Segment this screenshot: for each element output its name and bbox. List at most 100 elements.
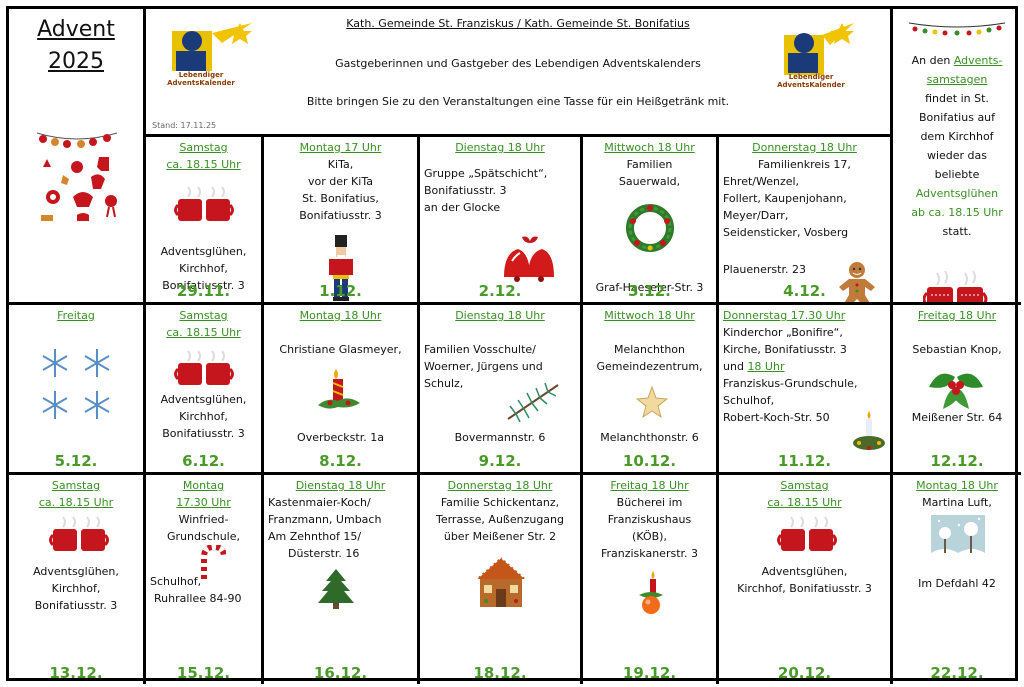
day-cell-11-12: Donnerstag 17.30 Uhr Kinderchor „Bonifir… bbox=[719, 305, 893, 475]
holly-icon bbox=[929, 373, 983, 409]
day-time: 17.30 Uhr bbox=[176, 496, 231, 509]
star-icon bbox=[635, 385, 669, 419]
header-cell: Kath. Gemeinde St. Franziskus / Kath. Ge… bbox=[146, 9, 893, 137]
date-label: 20.12. bbox=[777, 664, 832, 682]
date-label: 29.11. bbox=[176, 282, 231, 300]
date-label: 8.12. bbox=[319, 452, 362, 470]
address: Meißener Str. 64 bbox=[911, 411, 1003, 424]
date-label: 19.12. bbox=[622, 664, 677, 682]
day-head: Freitag 18 Uhr bbox=[610, 479, 689, 492]
day-cell-16-12: Dienstag 18 Uhr Kastenmaier-Koch/ Franzm… bbox=[264, 475, 420, 684]
day-cell-29-11: Samstag ca. 18.15 Uhr Adventsglühen, Kir… bbox=[146, 137, 264, 305]
day-time: ca. 18.15 Uhr bbox=[38, 496, 114, 509]
candle-ornament-icon bbox=[639, 571, 663, 614]
date-label: 10.12. bbox=[622, 452, 677, 470]
header-hosts: Gastgeberinnen und Gastgeber des Lebendi… bbox=[335, 57, 701, 70]
day-cell-9-12: Dienstag 18 Uhr Familien Vosschulte/ Woe… bbox=[420, 305, 583, 475]
nutcracker-icon bbox=[329, 235, 353, 301]
address: Graf-Haeseler-Str. 3 bbox=[595, 281, 704, 294]
day-cell-6-12: Samstag ca. 18.15 Uhr Adventsglühen, Kir… bbox=[146, 305, 264, 475]
logo-right: Lebendiger AdventsKalender bbox=[754, 21, 854, 91]
day-cell-3-12: Mittwoch 18 Uhr Familien Sauerwald, Graf… bbox=[583, 137, 719, 305]
address: Overbeckstr. 1a bbox=[297, 431, 384, 444]
candy-cane-icon bbox=[201, 545, 226, 583]
date-label: 12.12. bbox=[930, 452, 984, 470]
snowflake-icon bbox=[42, 349, 110, 419]
mug-icon bbox=[923, 270, 988, 302]
info-cell: An den Advents- samstagen findet in St. … bbox=[893, 9, 1021, 305]
calendar-grid: Advent 2025 Kath. Gemeinde St. Franzisku… bbox=[6, 6, 1021, 684]
bells-icon bbox=[504, 236, 554, 282]
day-cell-19-12: Freitag 18 Uhr Bücherei im Franziskushau… bbox=[583, 475, 719, 684]
day-cell-1-12: Montag 17 Uhr KiTa, vor der KiTa St. Bon… bbox=[264, 137, 420, 305]
date-label: 3.12. bbox=[628, 282, 671, 300]
gingerbread-icon bbox=[839, 262, 875, 302]
day-cell-22-12: Montag 18 Uhr Martina Luft, Im Defdahl 4… bbox=[893, 475, 1021, 684]
day-time: ca. 18.15 Uhr bbox=[166, 326, 241, 339]
day-cell-13-12: Samstag ca. 18.15 Uhr Adventsglühen, Kir… bbox=[9, 475, 146, 684]
day-head: Mittwoch 18 Uhr bbox=[604, 309, 695, 322]
date-label: 18.12. bbox=[473, 664, 527, 682]
date-label: 9.12. bbox=[478, 452, 522, 470]
day-cell-5-12: Freitag 5.12. bbox=[9, 305, 146, 475]
tree-icon bbox=[318, 569, 354, 609]
mug-icon bbox=[777, 516, 837, 551]
day-head: Donnerstag 17.30 Uhr bbox=[723, 309, 846, 322]
day-cell-10-12: Mittwoch 18 Uhr Melanchthon Gemeindezent… bbox=[583, 305, 719, 475]
gingerbread-house-icon bbox=[475, 555, 527, 607]
date-label: 11.12. bbox=[777, 452, 832, 470]
logo-star-icon bbox=[172, 23, 252, 71]
day-head: Samstag bbox=[51, 479, 101, 492]
day-head: Montag 18 Uhr bbox=[299, 309, 382, 322]
day-head: Samstag bbox=[179, 309, 228, 322]
date-label: 13.12. bbox=[49, 664, 103, 682]
date-label: 4.12. bbox=[783, 282, 826, 300]
day-cell-18-12: Donnerstag 18 Uhr Familie Schickentanz, … bbox=[420, 475, 583, 684]
mug-icon bbox=[49, 516, 109, 551]
day-head: Mittwoch 18 Uhr bbox=[604, 141, 695, 154]
candle-wreath-icon bbox=[853, 411, 885, 450]
header-stand: Stand: 17.11.25 bbox=[152, 121, 217, 130]
day-time: ca. 18.15 Uhr bbox=[767, 496, 842, 509]
day-head: Montag 17 Uhr bbox=[299, 141, 382, 154]
date-label: 15.12. bbox=[176, 664, 231, 682]
address: Im Defdahl 42 bbox=[918, 577, 996, 590]
address: Melanchthonstr. 6 bbox=[600, 431, 699, 444]
day-cell-20-12: Samstag ca. 18.15 Uhr Adventsglühen, Kir… bbox=[719, 475, 893, 684]
day-cell-12-12: Freitag 18 Uhr Sebastian Knop, Meißener … bbox=[893, 305, 1021, 475]
day-head: Montag bbox=[182, 479, 225, 492]
mug-icon bbox=[174, 350, 234, 385]
address: Plauenerstr. 23 bbox=[723, 263, 806, 276]
day-cell-4-12: Donnerstag 18 Uhr Familienkreis 17, Ehre… bbox=[719, 137, 893, 305]
date-label: 1.12. bbox=[319, 282, 362, 300]
date-label: 5.12. bbox=[54, 452, 98, 470]
fairy-lights-icon bbox=[908, 22, 1006, 36]
day-head: Donnerstag 18 Uhr bbox=[447, 479, 553, 492]
day-cell-15-12: Montag 17.30 Uhr Winfried- Grundschule, … bbox=[146, 475, 264, 684]
header-parishes: Kath. Gemeinde St. Franziskus / Kath. Ge… bbox=[346, 17, 690, 30]
title-advent: Advent bbox=[37, 17, 115, 42]
day-cell-8-12: Montag 18 Uhr Christiane Glasmeyer, Over… bbox=[264, 305, 420, 475]
day-head: Dienstag 18 Uhr bbox=[455, 309, 545, 322]
address: Bovermannstr. 6 bbox=[454, 431, 546, 444]
candle-icon bbox=[318, 369, 360, 409]
date-label: 6.12. bbox=[182, 452, 225, 470]
day-head: Freitag 18 Uhr bbox=[917, 309, 997, 322]
day-head: Dienstag 18 Uhr bbox=[455, 141, 545, 154]
logo-star-icon bbox=[784, 23, 854, 75]
day-time: ca. 18.15 Uhr bbox=[166, 158, 241, 171]
header-note: Bitte bringen Sie zu den Veranstaltungen… bbox=[306, 95, 730, 108]
logo-left-text: Lebendiger AdventsKalender bbox=[167, 71, 235, 87]
day-head: Samstag bbox=[780, 479, 829, 492]
title-year: 2025 bbox=[48, 49, 104, 74]
christmas-ornaments-icon bbox=[36, 132, 118, 221]
wreath-icon bbox=[626, 204, 674, 252]
day-head: Freitag bbox=[57, 309, 95, 322]
day-head: Dienstag 18 Uhr bbox=[295, 479, 386, 492]
day-head: Samstag bbox=[179, 141, 228, 154]
day-head: Donnerstag 18 Uhr bbox=[752, 141, 857, 154]
fir-branch-icon bbox=[507, 382, 559, 423]
winter-landscape-icon bbox=[931, 515, 985, 565]
title-cell: Advent 2025 bbox=[9, 9, 146, 305]
date-label: 22.12. bbox=[930, 664, 984, 682]
